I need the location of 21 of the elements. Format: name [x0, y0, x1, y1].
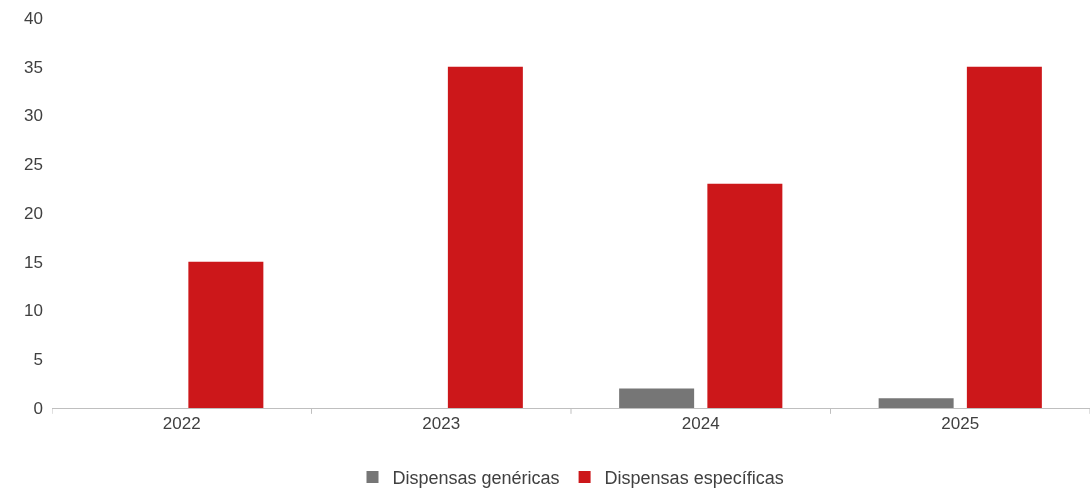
- bar: [707, 183, 783, 408]
- legend-label: Dispensas genéricas: [392, 467, 560, 488]
- y-tick-label: 20: [24, 203, 43, 223]
- y-tick-label: 5: [33, 350, 43, 370]
- legend-label: Dispensas específicas: [604, 467, 784, 488]
- y-tick-label: 25: [24, 155, 43, 175]
- bar: [966, 66, 1042, 408]
- x-tick-label: 2023: [422, 414, 461, 434]
- x-tick-label: 2025: [941, 414, 980, 434]
- bar: [619, 388, 695, 408]
- bar: [878, 398, 954, 408]
- x-tick-label: 2022: [162, 414, 201, 434]
- bar: [447, 66, 523, 408]
- y-tick-label: 40: [24, 8, 43, 28]
- x-tick-label: 2024: [681, 414, 720, 434]
- y-tick-label: 15: [24, 252, 43, 272]
- y-tick-label: 35: [24, 57, 43, 77]
- y-tick-label: 0: [33, 398, 43, 418]
- y-tick-label: 10: [24, 301, 43, 321]
- y-tick-label: 30: [24, 106, 43, 126]
- bar: [188, 261, 264, 408]
